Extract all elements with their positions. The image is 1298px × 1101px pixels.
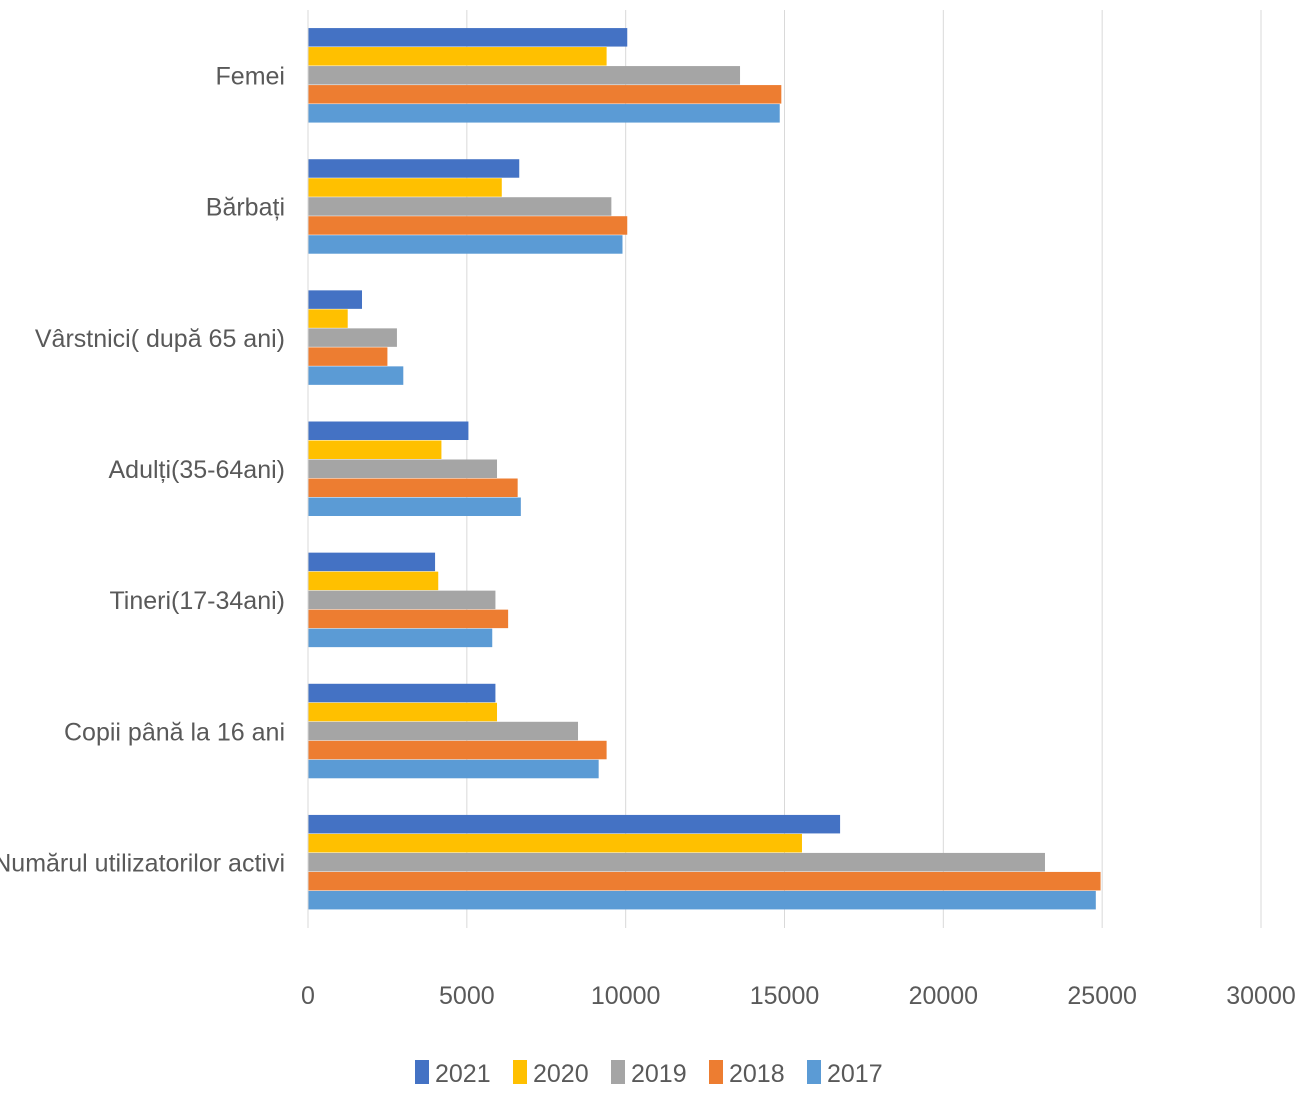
x-tick-label: 25000 <box>1067 982 1137 1010</box>
bar <box>308 235 623 254</box>
bar <box>308 47 607 66</box>
category-label: Femei <box>216 63 285 91</box>
x-tick-label: 20000 <box>909 982 979 1010</box>
category-label: Copii până la 16 ani <box>64 718 285 746</box>
legend-item: 2018 <box>709 1060 785 1088</box>
bar <box>308 421 469 440</box>
bars <box>308 28 1101 910</box>
bar <box>308 159 520 178</box>
bar <box>308 814 841 834</box>
legend-item: 2017 <box>807 1060 883 1088</box>
bar <box>308 759 599 779</box>
axis: 0 5000 10000 15000 20000 25000 30000 Femei Bărba… <box>0 10 1296 1010</box>
legend-swatch <box>709 1060 723 1084</box>
legend-label: 2017 <box>827 1060 883 1088</box>
bar <box>308 871 1101 891</box>
legend-swatch <box>611 1060 625 1084</box>
bar <box>308 328 397 347</box>
bar <box>308 852 1045 872</box>
x-tick-label: 10000 <box>591 982 661 1010</box>
gridlines <box>466 10 1262 928</box>
legend-swatch <box>513 1060 527 1084</box>
bar <box>308 628 493 648</box>
category-label: Adulți(35-64ani) <box>109 456 286 484</box>
legend-label: 2019 <box>631 1060 687 1088</box>
bar <box>308 702 498 722</box>
bar <box>308 309 348 328</box>
bar <box>308 459 498 478</box>
category-label: Tineri(17-34ani) <box>109 587 285 615</box>
bar <box>308 178 502 197</box>
bar <box>308 104 780 123</box>
legend-label: 2020 <box>533 1060 589 1088</box>
bar <box>308 721 579 741</box>
x-tick-label: 15000 <box>750 982 820 1010</box>
bar <box>308 85 782 104</box>
legend-item: 2021 <box>415 1060 491 1088</box>
legend-label: 2018 <box>729 1060 785 1088</box>
bar <box>308 366 404 385</box>
bar <box>308 552 436 572</box>
bar <box>308 609 509 629</box>
legend-item: 2019 <box>611 1060 687 1088</box>
x-tick-label: 30000 <box>1226 982 1296 1010</box>
x-tick-label: 5000 <box>439 982 495 1010</box>
legend-swatch <box>807 1060 821 1084</box>
bar <box>308 197 612 216</box>
bar <box>308 683 496 703</box>
bar <box>308 28 628 47</box>
category-label: Numărul utilizatorilor activi <box>0 849 285 877</box>
bar <box>308 740 607 760</box>
bar <box>308 347 388 366</box>
bar <box>308 890 1096 910</box>
x-tick-label: 0 <box>301 982 315 1010</box>
bar <box>308 833 802 853</box>
bar <box>308 497 521 516</box>
bar <box>308 571 439 591</box>
bar <box>308 440 442 459</box>
category-label: Bărbați <box>206 194 285 222</box>
bar <box>308 290 363 309</box>
bar <box>308 66 741 85</box>
legend: 2021 2020 2019 2018 2017 <box>415 1060 883 1088</box>
category-label: Vârstnici( după 65 ani) <box>35 325 285 353</box>
legend-swatch <box>415 1060 429 1084</box>
bar <box>308 478 518 497</box>
legend-item: 2020 <box>513 1060 589 1088</box>
bar <box>308 590 496 610</box>
bar <box>308 216 628 235</box>
legend-label: 2021 <box>435 1060 491 1088</box>
